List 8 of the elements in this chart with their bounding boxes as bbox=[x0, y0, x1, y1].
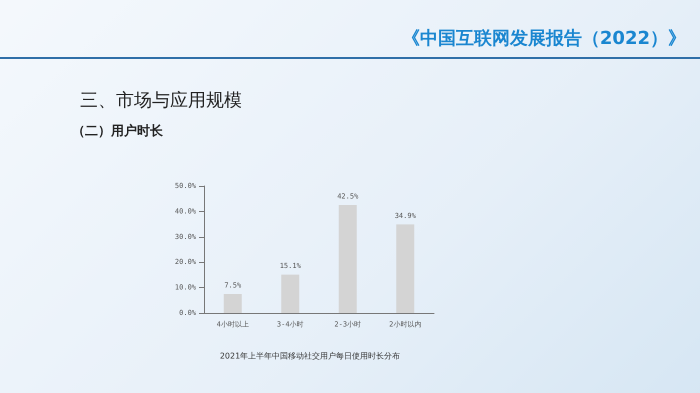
bar bbox=[396, 224, 414, 313]
text: 三、市场与应用规模 bbox=[80, 89, 242, 112]
text: 2021年上半年中国移动社交用户每日使用时长分布 bbox=[220, 352, 400, 360]
bar bbox=[281, 274, 300, 313]
bar bbox=[338, 205, 357, 313]
text: （二）用户时长 bbox=[72, 122, 163, 140]
text: 《中国互联网发展报告（2022）》 bbox=[402, 27, 686, 50]
bar bbox=[224, 294, 242, 313]
